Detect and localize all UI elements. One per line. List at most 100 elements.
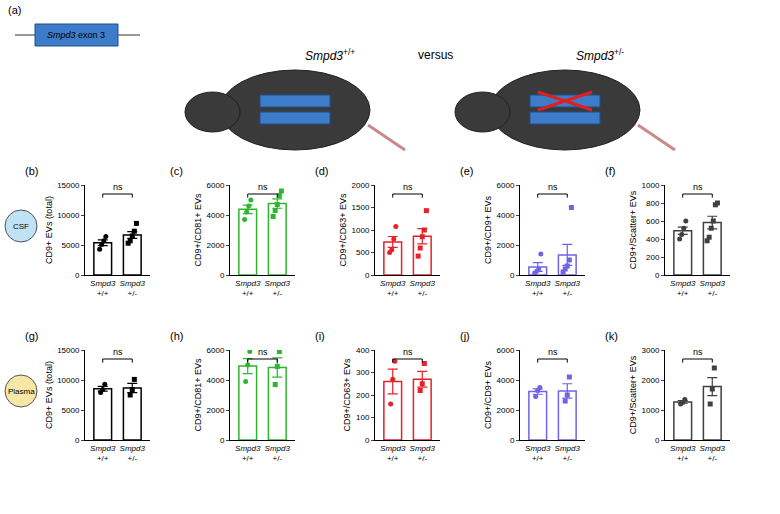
svg-text:15000: 15000 [57,346,80,355]
svg-text:(f): (f) [605,165,615,177]
svg-text:1000: 1000 [352,226,370,235]
svg-text:Smpd3+/+: Smpd3+/+ [670,444,696,463]
svg-text:2000: 2000 [642,376,660,385]
svg-text:(g): (g) [25,330,38,342]
svg-text:3000: 3000 [642,346,660,355]
svg-text:10000: 10000 [57,211,80,220]
svg-text:Smpd3+/+: Smpd3+/+ [670,279,696,298]
svg-text:Smpd3+/-: Smpd3+/- [410,279,436,298]
svg-text:300: 300 [356,368,370,377]
svg-text:500: 500 [356,248,370,257]
svg-text:6000: 6000 [497,181,515,190]
svg-text:0: 0 [75,271,80,280]
svg-text:Smpd3 exon 3: Smpd3 exon 3 [47,30,105,40]
svg-text:Smpd3​+/+​: Smpd3​+/+​ [305,47,355,63]
svg-text:ns: ns [403,182,413,192]
svg-text:6000: 6000 [497,346,515,355]
svg-text:0: 0 [510,436,515,445]
svg-text:(h): (h) [170,330,183,342]
svg-text:Smpd3+/-: Smpd3+/- [410,444,436,463]
svg-text:ns: ns [548,182,558,192]
svg-text:CD9+/CD81+ EVs: CD9+/CD81+ EVs [193,193,203,267]
svg-text:(d): (d) [315,165,328,177]
svg-text:CD9+ EVs (total): CD9+ EVs (total) [44,196,54,264]
svg-text:CD9+/Scatter+ EVs: CD9+/Scatter+ EVs [628,355,638,434]
svg-text:CD9+ EVs (total): CD9+ EVs (total) [44,361,54,429]
svg-text:versus: versus [418,48,453,62]
svg-text:4000: 4000 [207,376,225,385]
svg-text:(j): (j) [460,330,470,342]
svg-text:0: 0 [655,436,660,445]
svg-text:ns: ns [113,182,123,192]
svg-text:5000: 5000 [62,241,80,250]
svg-text:(i): (i) [315,330,325,342]
svg-text:1000: 1000 [642,181,660,190]
svg-text:2000: 2000 [207,406,225,415]
svg-text:ns: ns [548,347,558,357]
svg-text:Smpd3+/-: Smpd3+/- [120,279,146,298]
svg-text:6000: 6000 [207,181,225,190]
svg-text:Smpd3​+/-​: Smpd3​+/-​ [576,47,624,63]
svg-text:0: 0 [510,271,515,280]
svg-text:CD9+/CD63+ EVs: CD9+/CD63+ EVs [338,193,348,267]
svg-text:2000: 2000 [352,181,370,190]
svg-text:0: 0 [365,436,370,445]
svg-text:800: 800 [646,199,660,208]
svg-text:(b): (b) [25,165,38,177]
svg-text:CSF: CSF [13,222,29,231]
svg-text:200: 200 [356,391,370,400]
svg-text:Smpd3+/+: Smpd3+/+ [235,279,261,298]
svg-text:0: 0 [365,271,370,280]
svg-text:4000: 4000 [497,211,515,220]
svg-text:100: 100 [356,413,370,422]
svg-text:15000: 15000 [57,181,80,190]
svg-text:Smpd3+/-: Smpd3+/- [700,444,726,463]
svg-text:CD9+/CD9+ EVs: CD9+/CD9+ EVs [483,360,493,429]
svg-text:0: 0 [220,436,225,445]
svg-text:ns: ns [693,347,703,357]
svg-text:Plasma: Plasma [8,387,35,396]
svg-text:4000: 4000 [497,376,515,385]
svg-text:2000: 2000 [207,241,225,250]
svg-text:(k): (k) [605,330,618,342]
svg-text:CD9+/CD9+ EVs: CD9+/CD9+ EVs [483,195,493,264]
svg-text:(c): (c) [170,165,183,177]
svg-text:Smpd3+/-: Smpd3+/- [700,279,726,298]
svg-text:Smpd3+/-: Smpd3+/- [120,444,146,463]
svg-text:Smpd3+/-: Smpd3+/- [555,279,581,298]
svg-text:ns: ns [403,347,413,357]
svg-text:0: 0 [220,271,225,280]
svg-text:CD9+/CD63+ EVs: CD9+/CD63+ EVs [342,358,352,432]
svg-text:Smpd3+/+: Smpd3+/+ [235,444,261,463]
svg-text:200: 200 [646,253,660,262]
svg-text:4000: 4000 [207,211,225,220]
svg-text:Smpd3+/+: Smpd3+/+ [380,444,406,463]
svg-text:2000: 2000 [497,241,515,250]
svg-text:ns: ns [113,347,123,357]
svg-text:400: 400 [356,346,370,355]
svg-text:ns: ns [258,347,268,357]
svg-text:(e): (e) [460,165,473,177]
svg-text:1500: 1500 [352,203,370,212]
svg-text:(a): (a) [8,4,21,16]
svg-text:Smpd3+/+: Smpd3+/+ [90,444,116,463]
svg-text:5000: 5000 [62,406,80,415]
svg-text:0: 0 [655,271,660,280]
svg-text:ns: ns [258,182,268,192]
svg-text:Smpd3+/-: Smpd3+/- [265,279,291,298]
svg-text:Smpd3+/+: Smpd3+/+ [525,279,551,298]
svg-text:Smpd3+/+: Smpd3+/+ [525,444,551,463]
svg-text:1000: 1000 [642,406,660,415]
svg-text:0: 0 [75,436,80,445]
svg-text:Smpd3+/+: Smpd3+/+ [380,279,406,298]
svg-text:Smpd3+/-: Smpd3+/- [555,444,581,463]
svg-text:2000: 2000 [497,406,515,415]
svg-text:6000: 6000 [207,346,225,355]
svg-text:Smpd3+/-: Smpd3+/- [265,444,291,463]
svg-text:CD9+/CD81+ EVs: CD9+/CD81+ EVs [193,358,203,432]
svg-text:Smpd3+/+: Smpd3+/+ [90,279,116,298]
svg-text:600: 600 [646,217,660,226]
svg-text:CD9+/Scatter+ EVs: CD9+/Scatter+ EVs [628,190,638,269]
svg-text:ns: ns [693,182,703,192]
svg-text:400: 400 [646,235,660,244]
